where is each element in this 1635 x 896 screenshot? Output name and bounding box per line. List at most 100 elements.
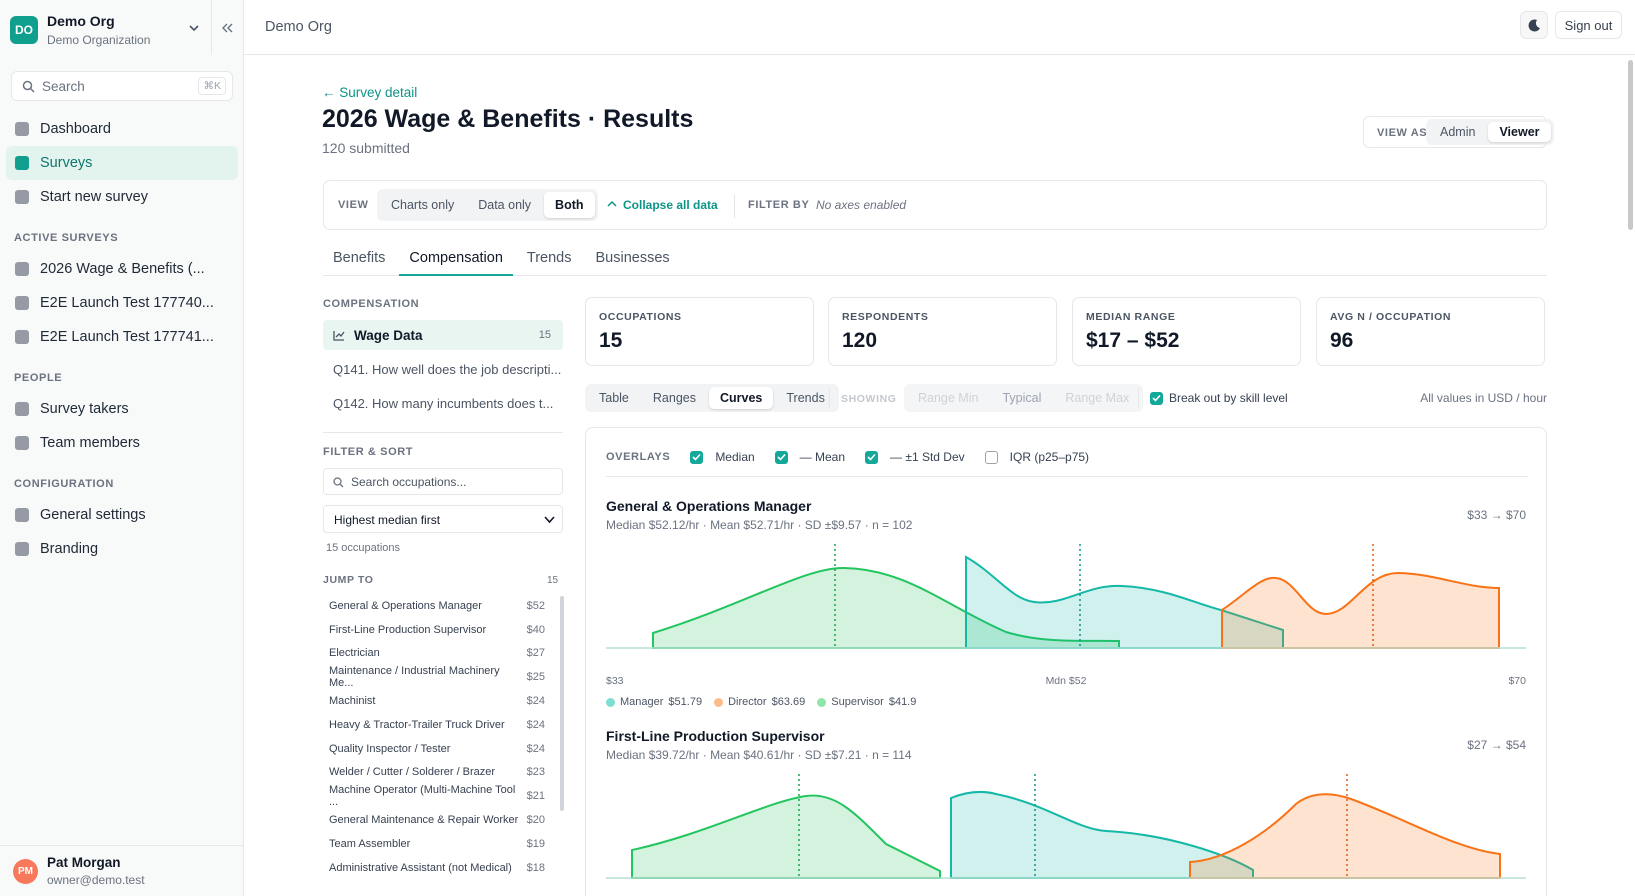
nav-item[interactable]: Dashboard bbox=[6, 112, 238, 146]
toggle-option[interactable]: Data only bbox=[478, 198, 532, 212]
stat-card: RESPONDENTS 120 bbox=[828, 297, 1057, 366]
jump-item[interactable]: General & Operations Manager $52 bbox=[323, 594, 553, 618]
tabs: Benefits Compensation Trends Businesses bbox=[323, 250, 1547, 276]
occupation-name: Administrative Assistant (not Medical) bbox=[329, 861, 512, 874]
director-curve bbox=[1221, 571, 1500, 649]
overlay-label: — ±1 Std Dev bbox=[890, 450, 965, 464]
topbar bbox=[244, 0, 1635, 55]
search-box[interactable]: Search ⌘K bbox=[11, 71, 233, 101]
director-curve bbox=[1189, 793, 1501, 879]
tab[interactable]: Trends bbox=[526, 250, 572, 266]
jump-title: JUMP TO bbox=[323, 574, 374, 586]
curve-title: First-Line Production Supervisor bbox=[606, 728, 825, 744]
breadcrumb[interactable]: Demo Org bbox=[265, 19, 332, 35]
occupation-search[interactable]: Search occupations... bbox=[323, 468, 563, 495]
occupation-median: $52 bbox=[526, 599, 545, 612]
jump-item[interactable]: Electrician $27 bbox=[323, 642, 553, 666]
jump-count: 15 bbox=[547, 575, 559, 586]
occupation-name: General Maintenance & Repair Worker bbox=[329, 814, 519, 827]
occupation-name: First-Line Production Supervisor bbox=[329, 623, 487, 636]
nav-item[interactable]: Team members bbox=[6, 426, 238, 460]
sign-out-button[interactable]: Sign out bbox=[1555, 11, 1622, 39]
toggle-option[interactable]: Trends bbox=[786, 391, 825, 405]
checkbox[interactable] bbox=[984, 450, 998, 464]
tab[interactable]: Benefits bbox=[333, 250, 386, 266]
scrollbar bbox=[1628, 60, 1633, 230]
back-link[interactable]: ← Survey detail bbox=[322, 85, 418, 100]
toggle-option[interactable]: Admin bbox=[1440, 125, 1476, 139]
curve-range: $33 → $70 bbox=[1467, 508, 1526, 522]
legend-dot bbox=[714, 697, 724, 707]
jump-item[interactable]: Heavy & Tractor-Trailer Truck Driver $24 bbox=[323, 713, 553, 737]
user-name: Pat Morgan bbox=[47, 855, 121, 870]
tab[interactable]: Businesses bbox=[595, 250, 670, 266]
org-chevron[interactable] bbox=[188, 24, 200, 34]
checkbox[interactable] bbox=[865, 450, 879, 464]
question-label: Q141. How well does the job descripti... bbox=[333, 361, 562, 377]
stat-value: 120 bbox=[842, 329, 878, 352]
org-name[interactable]: Demo Org bbox=[47, 13, 115, 29]
jump-item[interactable]: First-Line Production Supervisor $40 bbox=[323, 618, 553, 642]
nav-item[interactable]: 2026 Wage & Benefits (... bbox=[6, 252, 238, 286]
tab[interactable]: Compensation bbox=[399, 250, 513, 276]
sort-select[interactable]: Highest median first bbox=[323, 505, 563, 533]
jump-item[interactable]: Machinist $24 bbox=[323, 689, 553, 713]
collapse-all[interactable]: Collapse all data bbox=[623, 198, 718, 212]
nav-item[interactable]: E2E Launch Test 177740... bbox=[6, 286, 238, 320]
jump-item[interactable]: Machine Operator (Multi-Machine Tool ...… bbox=[323, 784, 553, 808]
breakout-toggle[interactable]: Break out by skill level bbox=[1150, 391, 1288, 405]
legend-dot bbox=[606, 697, 615, 707]
jump-item[interactable]: Quality Inspector / Tester $24 bbox=[323, 737, 553, 761]
check-mark bbox=[867, 453, 876, 461]
checkbox[interactable] bbox=[690, 450, 704, 464]
toggle-option[interactable]: Table bbox=[599, 391, 629, 405]
manager-curve bbox=[965, 555, 1284, 649]
occupation-name: Electrician bbox=[329, 647, 380, 660]
nav-label: 2026 Wage & Benefits (... bbox=[40, 261, 205, 277]
nav-item[interactable]: Start new survey bbox=[6, 180, 238, 214]
user-panel: PM Pat Morgan owner@demo.test bbox=[0, 845, 243, 896]
breakout-label: Break out by skill level bbox=[1169, 391, 1288, 405]
checkbox[interactable] bbox=[774, 450, 788, 464]
question-list: Wage Data 15 Q141. How well does the job d… bbox=[323, 320, 563, 422]
overlay-label: — Mean bbox=[799, 450, 846, 464]
theme-toggle[interactable] bbox=[1520, 11, 1548, 39]
nav-item[interactable]: E2E Launch Test 177741... bbox=[6, 320, 238, 354]
view-bar: VIEW Charts only Data only Both Collapse a… bbox=[323, 180, 1547, 230]
jump-item[interactable]: Administrative Assistant (not Medical) $1… bbox=[323, 856, 553, 880]
view-as-toggle: Admin Viewer bbox=[1426, 119, 1554, 145]
curve-stats: Median $52.12/hr · Mean $52.71/hr · SD ±… bbox=[606, 518, 913, 532]
toggle-option[interactable]: Both bbox=[544, 192, 595, 218]
question-label: Wage Data bbox=[354, 327, 423, 343]
curve-axis: $33 Mdn $52 $70 bbox=[606, 675, 1526, 687]
question-item[interactable]: Wage Data 15 bbox=[323, 320, 563, 350]
jump-item[interactable]: General Maintenance & Repair Worker $20 bbox=[323, 808, 553, 832]
toggle-option[interactable]: Charts only bbox=[391, 198, 455, 212]
collapse-sidebar[interactable] bbox=[221, 22, 233, 34]
section-title: ACTIVE SURVEYS bbox=[14, 232, 119, 244]
toggle-option[interactable]: Viewer bbox=[1488, 122, 1551, 142]
check-mark bbox=[777, 453, 786, 461]
divider bbox=[734, 194, 735, 218]
nav-item[interactable]: Survey takers bbox=[6, 392, 238, 426]
nav-item[interactable]: General settings bbox=[6, 498, 238, 532]
toggle-option[interactable]: Curves bbox=[708, 387, 774, 409]
view-label: VIEW bbox=[338, 199, 369, 211]
check-mark bbox=[1152, 394, 1161, 402]
user-avatar[interactable]: PM bbox=[13, 859, 38, 884]
question-item[interactable]: Q142. How many incumbents does t... bbox=[323, 388, 563, 418]
legend-value: $51.79 bbox=[668, 696, 703, 708]
search-icon bbox=[22, 80, 35, 93]
occupation-median: $27 bbox=[526, 647, 545, 660]
jump-item[interactable]: Maintenance / Industrial Machinery Me...… bbox=[323, 665, 553, 689]
question-item[interactable]: Q141. How well does the job descripti... bbox=[323, 354, 563, 384]
org-avatar[interactable]: DO bbox=[10, 16, 38, 44]
jump-item[interactable]: Welder / Cutter / Solderer / Brazer $23 bbox=[323, 761, 553, 785]
toggle-option[interactable]: Ranges bbox=[652, 391, 696, 405]
checkbox[interactable] bbox=[1150, 391, 1163, 405]
nav-icon bbox=[15, 542, 29, 556]
occupation-name: Machinist bbox=[329, 695, 376, 708]
nav-item[interactable]: Branding bbox=[6, 532, 238, 566]
nav-item[interactable]: Surveys bbox=[6, 146, 238, 180]
jump-item[interactable]: Team Assembler $19 bbox=[323, 832, 553, 856]
